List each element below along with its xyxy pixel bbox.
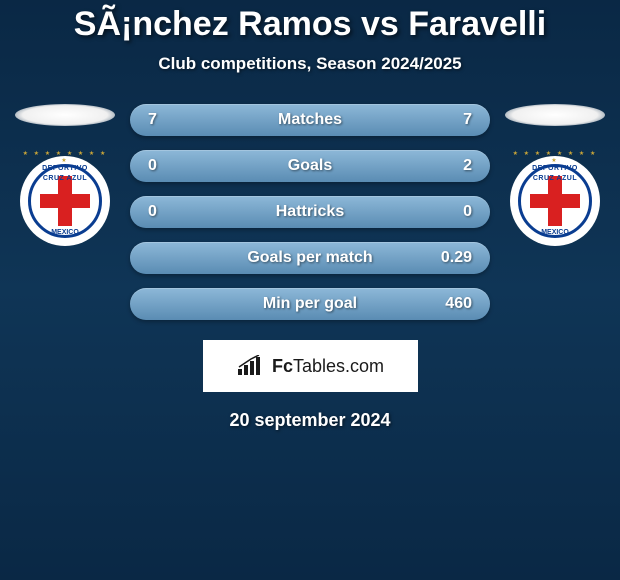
stars-icon: ★ ★ ★ ★ ★ ★ ★ ★ ★: [20, 150, 110, 164]
stat-row-matches: 7 Matches 7: [130, 104, 490, 136]
stars-icon: ★ ★ ★ ★ ★ ★ ★ ★ ★: [510, 150, 600, 164]
content-row: ★ ★ ★ ★ ★ ★ ★ ★ ★ DEPORTIVO CRUZ AZUL ME…: [0, 104, 620, 320]
player-left-side: ★ ★ ★ ★ ★ ★ ★ ★ ★ DEPORTIVO CRUZ AZUL ME…: [15, 104, 115, 246]
badge-inner-left: DEPORTIVO CRUZ AZUL MEXICO: [28, 164, 102, 238]
stat-row-min-per-goal: Min per goal 460: [130, 288, 490, 320]
stat-right-value: 7: [432, 111, 472, 129]
stat-label: Goals: [188, 157, 432, 175]
stat-right-value: 460: [432, 295, 472, 313]
stat-left-value: 0: [148, 157, 188, 175]
player-left-photo: [15, 104, 115, 126]
page-title: SÃ¡nchez Ramos vs Faravelli: [0, 5, 620, 44]
stat-label: Matches: [188, 111, 432, 129]
chart-icon: [236, 355, 264, 377]
player-left-club-badge: ★ ★ ★ ★ ★ ★ ★ ★ ★ DEPORTIVO CRUZ AZUL ME…: [20, 156, 110, 246]
main-container: SÃ¡nchez Ramos vs Faravelli Club competi…: [0, 0, 620, 436]
footer-date: 20 september 2024: [0, 410, 620, 431]
player-right-photo: [505, 104, 605, 126]
stat-label: Min per goal: [188, 295, 432, 313]
stat-label: Goals per match: [188, 249, 432, 267]
brand-prefix: Fc: [272, 356, 293, 376]
stat-label: Hattricks: [188, 203, 432, 221]
player-right-club-badge: ★ ★ ★ ★ ★ ★ ★ ★ ★ DEPORTIVO CRUZ AZUL ME…: [510, 156, 600, 246]
stat-left-value: 0: [148, 203, 188, 221]
stat-left-value: 7: [148, 111, 188, 129]
stat-row-goals-per-match: Goals per match 0.29: [130, 242, 490, 274]
stat-row-hattricks: 0 Hattricks 0: [130, 196, 490, 228]
badge-inner-right: DEPORTIVO CRUZ AZUL MEXICO: [518, 164, 592, 238]
stat-row-goals: 0 Goals 2: [130, 150, 490, 182]
brand-logo-box: FcTables.com: [203, 340, 418, 392]
stats-column: 7 Matches 7 0 Goals 2 0 Hattricks 0 Goal…: [130, 104, 490, 320]
page-subtitle: Club competitions, Season 2024/2025: [0, 54, 620, 74]
brand-suffix: Tables.com: [293, 356, 384, 376]
stat-right-value: 0: [432, 203, 472, 221]
player-right-side: ★ ★ ★ ★ ★ ★ ★ ★ ★ DEPORTIVO CRUZ AZUL ME…: [505, 104, 605, 246]
brand-text: FcTables.com: [272, 356, 384, 377]
stat-right-value: 2: [432, 157, 472, 175]
stat-right-value: 0.29: [432, 249, 472, 267]
